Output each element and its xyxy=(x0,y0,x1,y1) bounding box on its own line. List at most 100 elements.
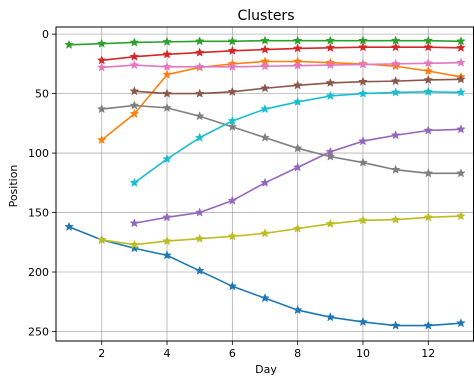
data-point-marker xyxy=(162,61,172,71)
data-point-marker xyxy=(456,318,466,328)
x-axis: 2 4 6 8 10 12 xyxy=(98,341,435,360)
data-point-marker xyxy=(325,77,336,88)
data-point-marker xyxy=(64,221,74,231)
y-tick-label: 250 xyxy=(28,325,49,338)
data-point-marker xyxy=(194,36,205,46)
data-point-marker xyxy=(129,218,140,228)
data-point-marker xyxy=(423,212,434,222)
data-point-marker xyxy=(423,86,434,96)
series-10 xyxy=(129,86,466,187)
data-point-marker xyxy=(260,44,270,54)
series-8 xyxy=(96,100,466,178)
x-tick-label: 10 xyxy=(356,347,370,360)
series-9 xyxy=(96,211,466,249)
data-point-marker xyxy=(194,207,205,217)
data-point-marker xyxy=(129,51,140,61)
data-point-marker xyxy=(129,59,140,70)
data-point-marker xyxy=(325,312,336,322)
x-tick-label: 2 xyxy=(98,347,105,360)
data-point-marker xyxy=(390,76,401,86)
data-point-marker xyxy=(456,168,466,178)
data-point-marker xyxy=(227,195,238,205)
data-point-marker xyxy=(390,130,401,140)
data-point-marker xyxy=(162,212,172,222)
x-tick-label: 12 xyxy=(421,347,435,360)
data-point-marker xyxy=(194,132,205,142)
data-point-marker xyxy=(292,35,303,45)
data-point-marker xyxy=(325,59,336,70)
data-point-marker xyxy=(325,151,336,161)
series-6 xyxy=(129,74,466,98)
data-point-marker xyxy=(96,38,107,48)
y-tick-label: 100 xyxy=(28,147,49,160)
data-point-marker xyxy=(423,42,434,52)
series-layer xyxy=(64,35,466,330)
data-point-marker xyxy=(292,60,303,70)
y-axis-label: Position xyxy=(7,165,20,208)
data-point-marker xyxy=(358,76,368,86)
data-point-marker xyxy=(390,42,401,52)
data-point-marker xyxy=(194,88,205,98)
data-point-marker xyxy=(423,74,434,85)
data-point-marker xyxy=(390,164,401,174)
data-point-marker xyxy=(325,90,336,101)
data-point-marker xyxy=(260,35,270,45)
data-point-marker xyxy=(292,96,303,107)
data-point-marker xyxy=(227,36,238,46)
data-point-marker xyxy=(162,88,172,98)
y-axis: 0 50 100 150 200 250 xyxy=(28,28,56,338)
data-point-marker xyxy=(325,35,336,45)
data-point-marker xyxy=(423,125,434,135)
data-point-marker xyxy=(129,239,140,249)
data-point-marker xyxy=(358,316,368,327)
data-point-marker xyxy=(96,55,107,65)
data-point-marker xyxy=(260,293,270,303)
data-point-marker xyxy=(390,87,401,97)
data-point-marker xyxy=(162,69,172,79)
data-point-marker xyxy=(129,108,140,118)
data-point-marker xyxy=(227,45,238,55)
data-point-marker xyxy=(358,42,368,52)
data-point-marker xyxy=(456,124,466,134)
data-point-marker xyxy=(390,320,401,330)
series-line xyxy=(101,104,461,175)
chart-title: Clusters xyxy=(238,8,295,24)
data-point-marker xyxy=(423,320,434,330)
data-point-marker xyxy=(292,80,303,90)
data-point-marker xyxy=(194,265,205,275)
data-point-marker xyxy=(227,86,238,96)
data-point-marker xyxy=(456,42,466,52)
data-point-marker xyxy=(423,168,434,178)
data-point-marker xyxy=(260,177,270,187)
data-point-marker xyxy=(227,281,238,291)
y-tick-label: 0 xyxy=(42,28,49,41)
data-point-marker xyxy=(96,62,107,72)
data-point-marker xyxy=(227,115,238,126)
x-tick-label: 4 xyxy=(164,347,171,360)
data-point-marker xyxy=(358,59,368,69)
data-point-marker xyxy=(194,47,205,57)
data-point-marker xyxy=(292,162,303,172)
data-point-marker xyxy=(162,49,172,59)
data-point-marker xyxy=(162,102,172,112)
data-point-marker xyxy=(129,177,140,187)
data-point-marker xyxy=(194,111,205,121)
series-line xyxy=(101,46,461,62)
x-tick-label: 8 xyxy=(294,347,301,360)
series-line xyxy=(101,61,461,69)
x-axis-label: Day xyxy=(255,363,277,376)
data-point-marker xyxy=(358,215,368,225)
data-point-marker xyxy=(227,61,238,71)
data-point-marker xyxy=(292,223,303,233)
data-point-marker xyxy=(325,42,336,52)
data-point-marker xyxy=(64,39,74,49)
data-point-marker xyxy=(227,231,238,241)
data-point-marker xyxy=(162,36,172,46)
data-point-marker xyxy=(260,61,270,71)
data-point-marker xyxy=(194,233,205,243)
data-point-marker xyxy=(423,65,434,76)
data-point-marker xyxy=(292,143,303,153)
data-point-marker xyxy=(456,211,466,221)
data-point-marker xyxy=(456,74,466,84)
